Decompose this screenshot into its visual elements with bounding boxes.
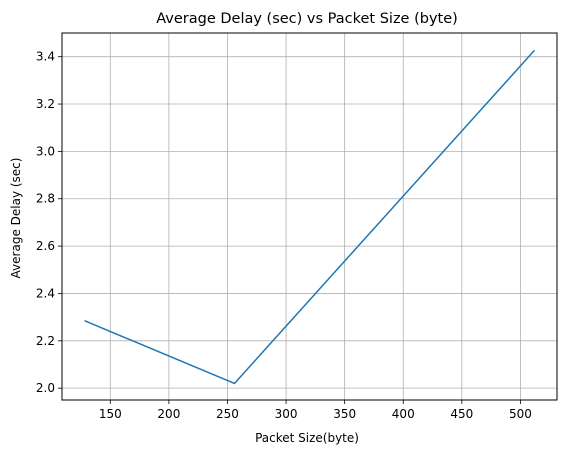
x-tick-label: 150: [99, 407, 122, 421]
y-tick-label: 2.6: [36, 239, 55, 253]
plot-area: [61, 32, 558, 401]
series-line: [84, 49, 536, 385]
x-axis: 150 200 250 300 350 400 450 500: [99, 400, 532, 421]
y-axis-title: Average Delay (sec): [9, 158, 23, 279]
x-tick-label: 400: [392, 407, 415, 421]
x-tick-label: 250: [216, 407, 239, 421]
x-tick-label: 300: [275, 407, 298, 421]
y-axis: 2.0 2.2 2.4 2.6 2.8 3.0 3.2 3.4: [36, 50, 62, 395]
x-axis-title: Packet Size(byte): [255, 431, 359, 445]
y-tick-label: 3.4: [36, 50, 55, 64]
y-tick-label: 2.4: [36, 286, 55, 300]
y-tick-label: 2.8: [36, 192, 55, 206]
series-layer: [84, 49, 536, 385]
chart-title: Average Delay (sec) vs Packet Size (byte…: [156, 11, 458, 27]
y-tick-label: 3.2: [36, 97, 55, 111]
x-tick-label: 350: [333, 407, 356, 421]
grid-lines: [62, 33, 557, 400]
x-tick-label: 450: [450, 407, 473, 421]
x-tick-label: 500: [509, 407, 532, 421]
y-tick-label: 3.0: [36, 144, 55, 158]
y-tick-label: 2.2: [36, 334, 55, 348]
x-tick-label: 200: [157, 407, 180, 421]
y-tick-label: 2.0: [36, 381, 55, 395]
